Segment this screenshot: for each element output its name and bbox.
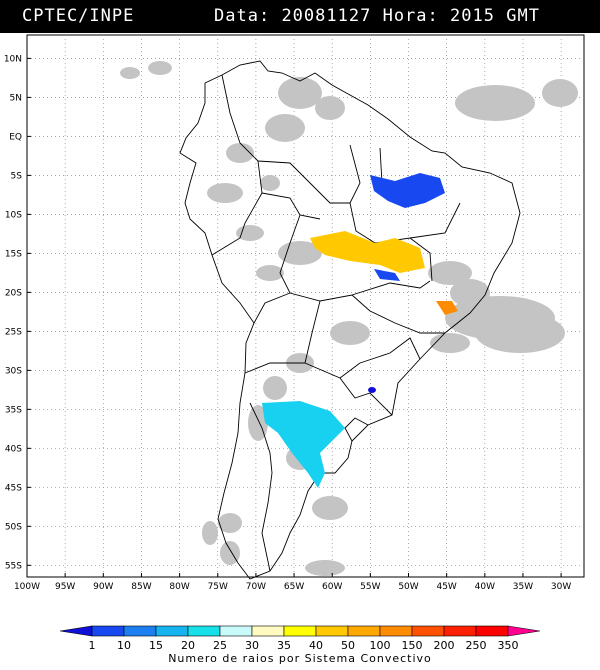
lat-label: 20S <box>5 288 22 298</box>
lat-label: 10S <box>5 210 22 220</box>
lon-label: 100W <box>14 582 40 592</box>
legend-swatch <box>155 625 189 637</box>
legend-swatch <box>475 625 509 637</box>
legend-swatch <box>59 625 93 637</box>
legend-tick-label: 35 <box>277 639 291 652</box>
legend-tick-label: 1 <box>89 639 96 652</box>
lat-label: 55S <box>5 561 22 571</box>
lat-label: 25S <box>5 327 22 337</box>
time-label: Hora: <box>382 6 439 26</box>
lat-label: 10N <box>4 54 22 64</box>
lat-label: 5N <box>10 93 22 103</box>
cell-yellow-central <box>310 231 425 273</box>
color-legend: 1 10 15 20 25 30 35 40 50 100 150 200 250 350 <box>0 622 600 670</box>
cell-blue-uruguay <box>368 387 376 393</box>
cell-orange-se <box>436 301 458 315</box>
lat-label: 15S <box>5 249 22 259</box>
lon-label: 85W <box>131 582 151 592</box>
lat-label: 50S <box>5 522 22 532</box>
legend-tick-label: 200 <box>434 639 455 652</box>
lightning-map: 10N 5N EQ 5S 10S 15S 20S 25S 30S 35S 40S 45S 50S 55S … <box>0 33 600 593</box>
legend-tick-label: 25 <box>213 639 227 652</box>
lightning-cells <box>262 173 458 488</box>
legend-swatch <box>251 625 285 637</box>
datetime-stamp: Data: 20081127 Hora: 2015 GMT <box>214 6 540 26</box>
lon-label: 55W <box>360 582 380 592</box>
cell-cyan-argentina <box>262 401 345 488</box>
lon-label: 45W <box>436 582 456 592</box>
legend-tick-label: 30 <box>245 639 259 652</box>
legend-tick-label: 40 <box>309 639 323 652</box>
lon-label: 50W <box>398 582 418 592</box>
date-value: 20081127 <box>281 6 372 26</box>
lon-label: 95W <box>55 582 75 592</box>
legend-tick-label: 10 <box>117 639 131 652</box>
legend-swatch <box>379 625 413 637</box>
legend-tick-label: 100 <box>370 639 391 652</box>
lon-label: 70W <box>246 582 266 592</box>
legend-swatch <box>507 625 541 637</box>
legend-bar: 1 10 15 20 25 30 35 40 50 100 150 200 250 350 <box>59 625 541 652</box>
lon-label: 35W <box>513 582 533 592</box>
agency-label: CPTEC/INPE <box>22 6 135 26</box>
legend-tick-label: 15 <box>149 639 163 652</box>
legend-tick-label: 50 <box>341 639 355 652</box>
map-canvas: 10N5NEQ5S10S15S20S25S30S35S40S45S50S55S … <box>0 33 600 593</box>
cell-blue-central <box>374 269 400 281</box>
lon-label: 40W <box>475 582 495 592</box>
lon-label: 80W <box>169 582 189 592</box>
legend-tick-label: 150 <box>402 639 423 652</box>
lat-label: 30S <box>5 366 22 376</box>
legend-tick-label: 20 <box>181 639 195 652</box>
map-frame <box>26 34 585 578</box>
coastline-borders <box>179 60 521 580</box>
lon-label: 75W <box>208 582 228 592</box>
lat-label: 5S <box>11 171 23 181</box>
lon-label: 60W <box>322 582 342 592</box>
lon-label: 30W <box>551 582 571 592</box>
lat-label: 40S <box>5 444 22 454</box>
legend-swatch <box>315 625 349 637</box>
legend-swatch <box>443 625 477 637</box>
legend-swatch <box>91 625 125 637</box>
legend-swatch <box>219 625 253 637</box>
timezone: GMT <box>506 6 540 26</box>
legend-swatch <box>283 625 317 637</box>
legend-title: Numero de raios por Sistema Convectivo <box>168 652 432 665</box>
legend-tick-label: 350 <box>498 639 519 652</box>
cloud-cover <box>120 61 578 576</box>
legend-swatch <box>347 625 381 637</box>
latitude-labels: 10N 5N EQ 5S 10S 15S 20S 25S 30S 35S 40S 45S 50S 55S <box>4 54 31 571</box>
legend-swatch <box>411 625 445 637</box>
date-label: Data: <box>214 6 271 26</box>
lon-label: 65W <box>284 582 304 592</box>
lat-label: 45S <box>5 483 22 493</box>
legend-swatch <box>187 625 221 637</box>
legend-tick-label: 250 <box>466 639 487 652</box>
map-header: CPTEC/INPE Data: 20081127 Hora: 2015 GMT <box>0 0 600 33</box>
lat-label: 35S <box>5 405 22 415</box>
cell-blue-north <box>370 173 445 208</box>
lon-label: 90W <box>93 582 113 592</box>
longitude-labels: 100W 95W 90W 85W 80W 75W 70W 65W 60W 55W 50W 45W 40W… <box>14 573 571 592</box>
time-value: 2015 <box>450 6 495 26</box>
lat-label: EQ <box>9 132 22 142</box>
legend-swatch <box>123 625 157 637</box>
